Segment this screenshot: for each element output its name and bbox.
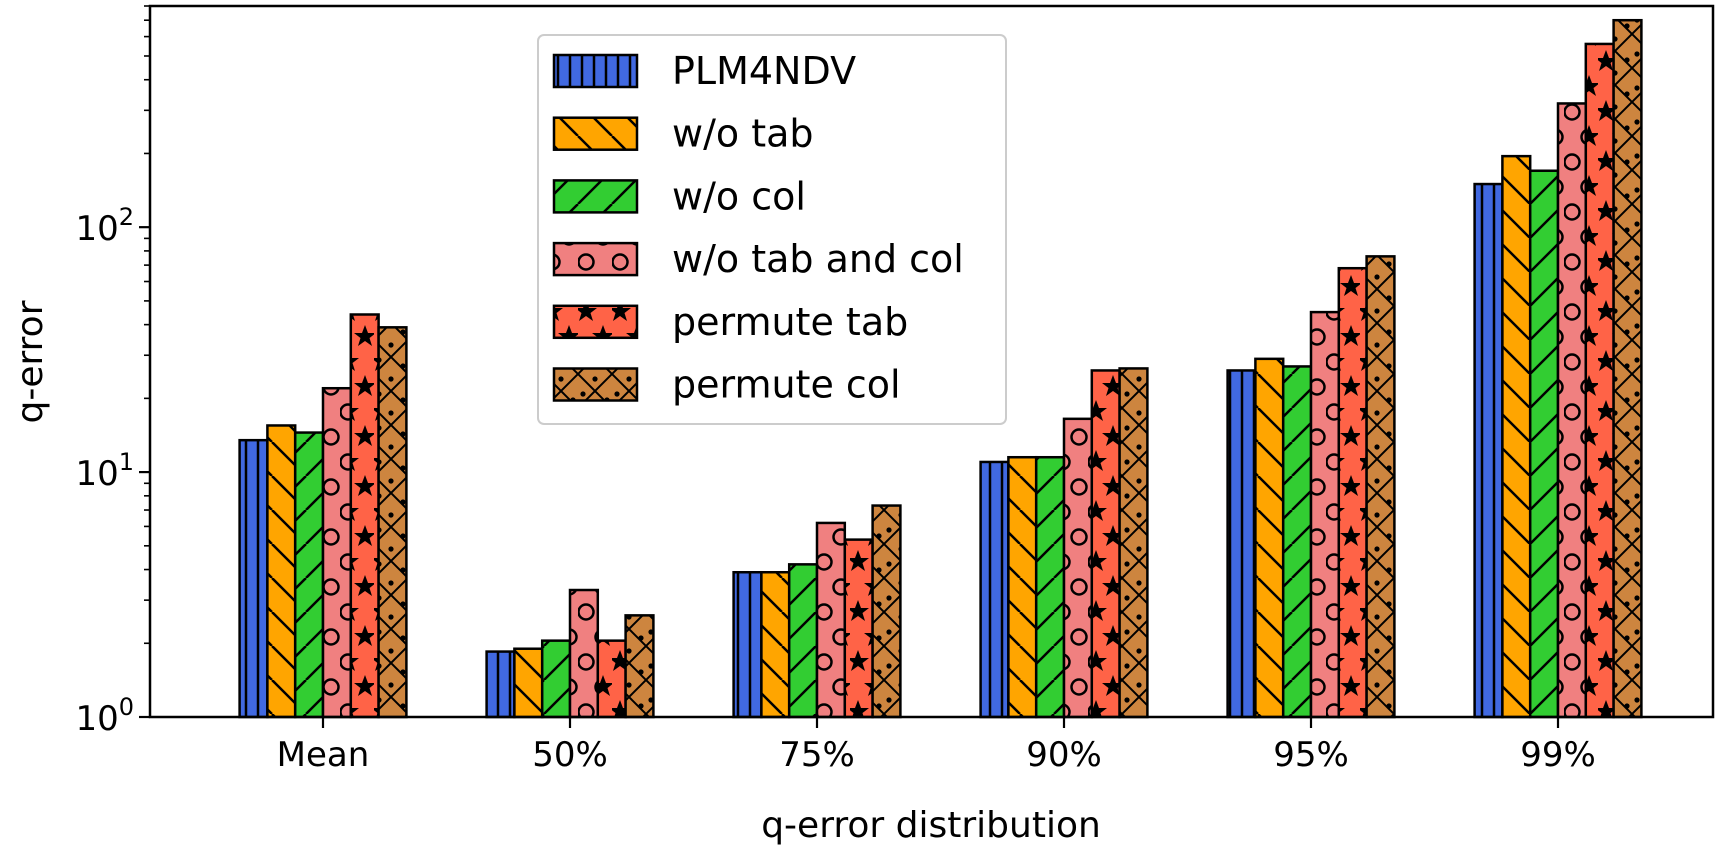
plot-frame [148,4,1715,719]
bar-w-o-tab-and-col-95pct [1309,310,1341,719]
y-axis-label: q-error [10,300,51,423]
bar-permute-col-95pct [1365,255,1396,719]
legend-item-permute-tab: permute tab [552,300,908,344]
bar-w-o-tab-50pct [513,647,544,719]
bar-w-o-col-75pct [787,563,819,719]
bar-plm4ndv-95pct [1226,369,1257,719]
bar-w-o-col-50pct [540,639,572,719]
bar-w-o-tab-and-col-75pct [815,521,847,719]
bar-w-o-tab-95pct [1254,357,1285,719]
y-tick-label: 102 [75,203,134,249]
bars-group [238,18,1643,719]
legend-item-w-o-col: w/o col [552,174,806,218]
bar-permute-col-90pct [1118,367,1149,719]
legend-label: w/o tab and col [672,237,964,281]
bar-permute-tab-50pct [596,639,627,719]
bar-w-o-tab-90pct [1007,455,1038,719]
x-tick-label: 75% [779,735,855,775]
legend-label: w/o tab [672,112,814,156]
bar-permute-tab-mean [349,313,380,719]
bar-w-o-tab-and-col-99pct [1556,102,1588,719]
x-tick-label: 50% [532,735,608,775]
bar-w-o-col-mean [293,431,325,719]
bar-permute-col-50pct [624,614,655,719]
x-axis-ticks: Mean 50% 75% 90% 95% 99% [277,717,1596,775]
x-tick-label: 99% [1520,735,1596,775]
bar-plm4ndv-99pct [1473,182,1504,719]
y-axis-ticks: 100 101 102 [75,5,150,739]
bar-permute-tab-99pct [1584,42,1615,719]
bar-permute-col-99pct [1612,18,1643,719]
bar-permute-tab-75pct [843,538,874,719]
bar-permute-col-mean [377,326,408,719]
bar-plm4ndv-90pct [979,460,1010,719]
bar-w-o-col-95pct [1281,365,1313,719]
legend-item-w-o-tab-and-col: w/o tab and col [552,237,964,281]
bar-permute-col-75pct [871,504,902,719]
legend-item-plm4ndv: PLM4NDV [552,49,856,93]
y-tick-label: 101 [75,448,134,494]
legend-label: PLM4NDV [672,49,856,93]
bar-plm4ndv-75pct [732,570,763,719]
x-tick-label: 90% [1026,735,1102,775]
bar-w-o-tab-and-col-90pct [1062,417,1094,719]
bar-w-o-tab-99pct [1501,154,1532,719]
legend-item-permute-col: permute col [552,363,901,407]
y-tick-label: 100 [75,693,134,739]
legend-label: permute tab [672,300,908,344]
bar-plm4ndv-50pct [485,650,516,719]
legend-item-w-o-tab: w/o tab [552,112,814,156]
x-axis-label: q-error distribution [761,805,1101,846]
bar-w-o-tab-mean [266,424,297,719]
bar-w-o-col-99pct [1528,169,1560,719]
legend-label: w/o col [672,174,806,218]
x-tick-label: Mean [277,735,370,775]
legend-label: permute col [672,363,901,407]
bar-w-o-tab-and-col-mean [321,386,353,719]
x-tick-label: 95% [1273,735,1349,775]
bar-plm4ndv-mean [238,438,269,719]
legend-frame [537,34,1007,425]
bar-permute-tab-95pct [1337,266,1368,719]
bar-w-o-col-90pct [1034,455,1066,719]
legend: PLM4NDV w/o tab w/o col w/o tab and col perm… [537,34,1007,425]
bar-permute-tab-90pct [1090,369,1121,719]
bar-w-o-tab-and-col-50pct [568,588,600,719]
bar-w-o-tab-75pct [760,570,791,719]
